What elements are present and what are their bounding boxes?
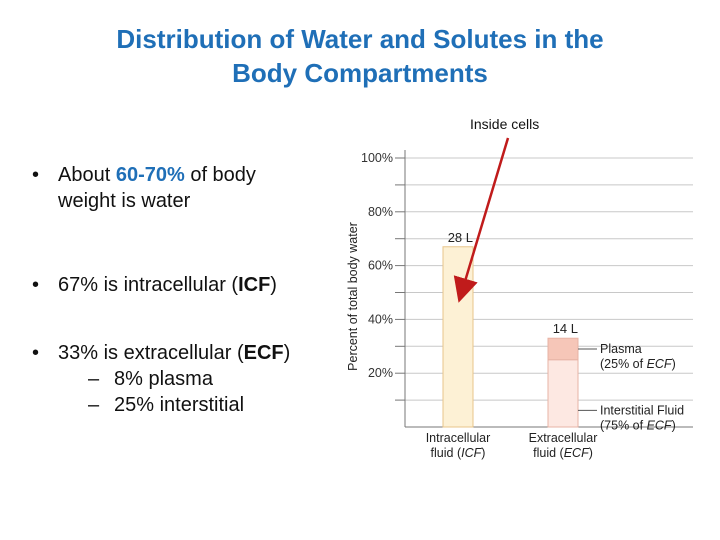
- y-axis-label: Percent of total body water: [346, 222, 360, 371]
- bullet-2-suffix: ): [270, 274, 277, 296]
- sub-bullet-interstitial: – 25% interstitial: [58, 392, 290, 418]
- inside-cells-arrow: [453, 137, 510, 303]
- bullet-3-bold: ECF: [243, 342, 284, 364]
- sub-bullet-2-text: 25% interstitial: [114, 394, 245, 416]
- sub-bullet-plasma: – 8% plasma: [58, 366, 290, 392]
- y-tick-label: 40%: [368, 312, 393, 326]
- x-category-label-line-2: fluid (ICF): [431, 446, 486, 460]
- y-tick-label: 20%: [368, 366, 393, 380]
- bullet-3-suffix: ): [283, 342, 291, 364]
- sub-bullet-dash: –: [88, 368, 100, 390]
- bullet-text: 33% is extracellular (ECF): [58, 340, 290, 366]
- x-category-label: Intracellular: [426, 431, 491, 445]
- plasma-annotation: Plasma: [600, 342, 642, 356]
- y-tick-label: 80%: [368, 205, 393, 219]
- bullet-dot: •: [32, 342, 40, 364]
- sub-bullet-1-text: 8% plasma: [114, 368, 213, 390]
- x-category-label-line-2: fluid (ECF): [533, 446, 593, 460]
- bullet-1-suffix: of body: [184, 164, 256, 186]
- interstitial-annotation-detail: (75% of ECF): [600, 418, 676, 432]
- bullet-extracellular: • 33% is extracellular (ECF) – 8% plasma…: [30, 340, 290, 418]
- bullet-1-prefix: About: [58, 164, 116, 186]
- y-tick-label: 100%: [361, 151, 393, 165]
- x-category-label: Extracellular: [529, 431, 598, 445]
- plasma-annotation-detail: (25% of ECF): [600, 357, 676, 371]
- title-line-2: Body Compartments: [232, 58, 488, 88]
- title-line-1: Distribution of Water and Solutes in the: [116, 24, 604, 54]
- bullet-text: 67% is intracellular (ICF): [58, 272, 277, 298]
- y-tick-label: 60%: [368, 259, 393, 273]
- inside-cells-label: Inside cells: [470, 116, 540, 132]
- bullet-water-percent: • About 60-70% of body weight is water: [30, 162, 256, 214]
- bullet-3-prefix: 33% is extracellular (: [58, 342, 244, 364]
- bullet-2-bold: ICF: [238, 274, 271, 296]
- sub-bullet-dash: –: [88, 394, 100, 416]
- bullet-intracellular: • 67% is intracellular (ICF): [30, 272, 277, 298]
- bullet-text: About 60-70% of body: [58, 162, 256, 188]
- bullet-dot: •: [32, 274, 40, 296]
- interstitial-annotation: Interstitial Fluid: [600, 403, 684, 417]
- bar-value-label: 14 L: [553, 321, 578, 336]
- bullet-2-prefix: 67% is intracellular (: [58, 274, 239, 296]
- bullet-dot: •: [32, 164, 40, 186]
- bullet-1-line-2: weight is water: [58, 190, 191, 212]
- bar-value-label: 28 L: [448, 230, 473, 245]
- slide-title: Distribution of Water and Solutes in the…: [0, 22, 720, 90]
- bar-segment: [547, 359, 579, 428]
- bar-segment: [547, 337, 579, 361]
- bullet-1-highlight: 60-70%: [115, 164, 185, 186]
